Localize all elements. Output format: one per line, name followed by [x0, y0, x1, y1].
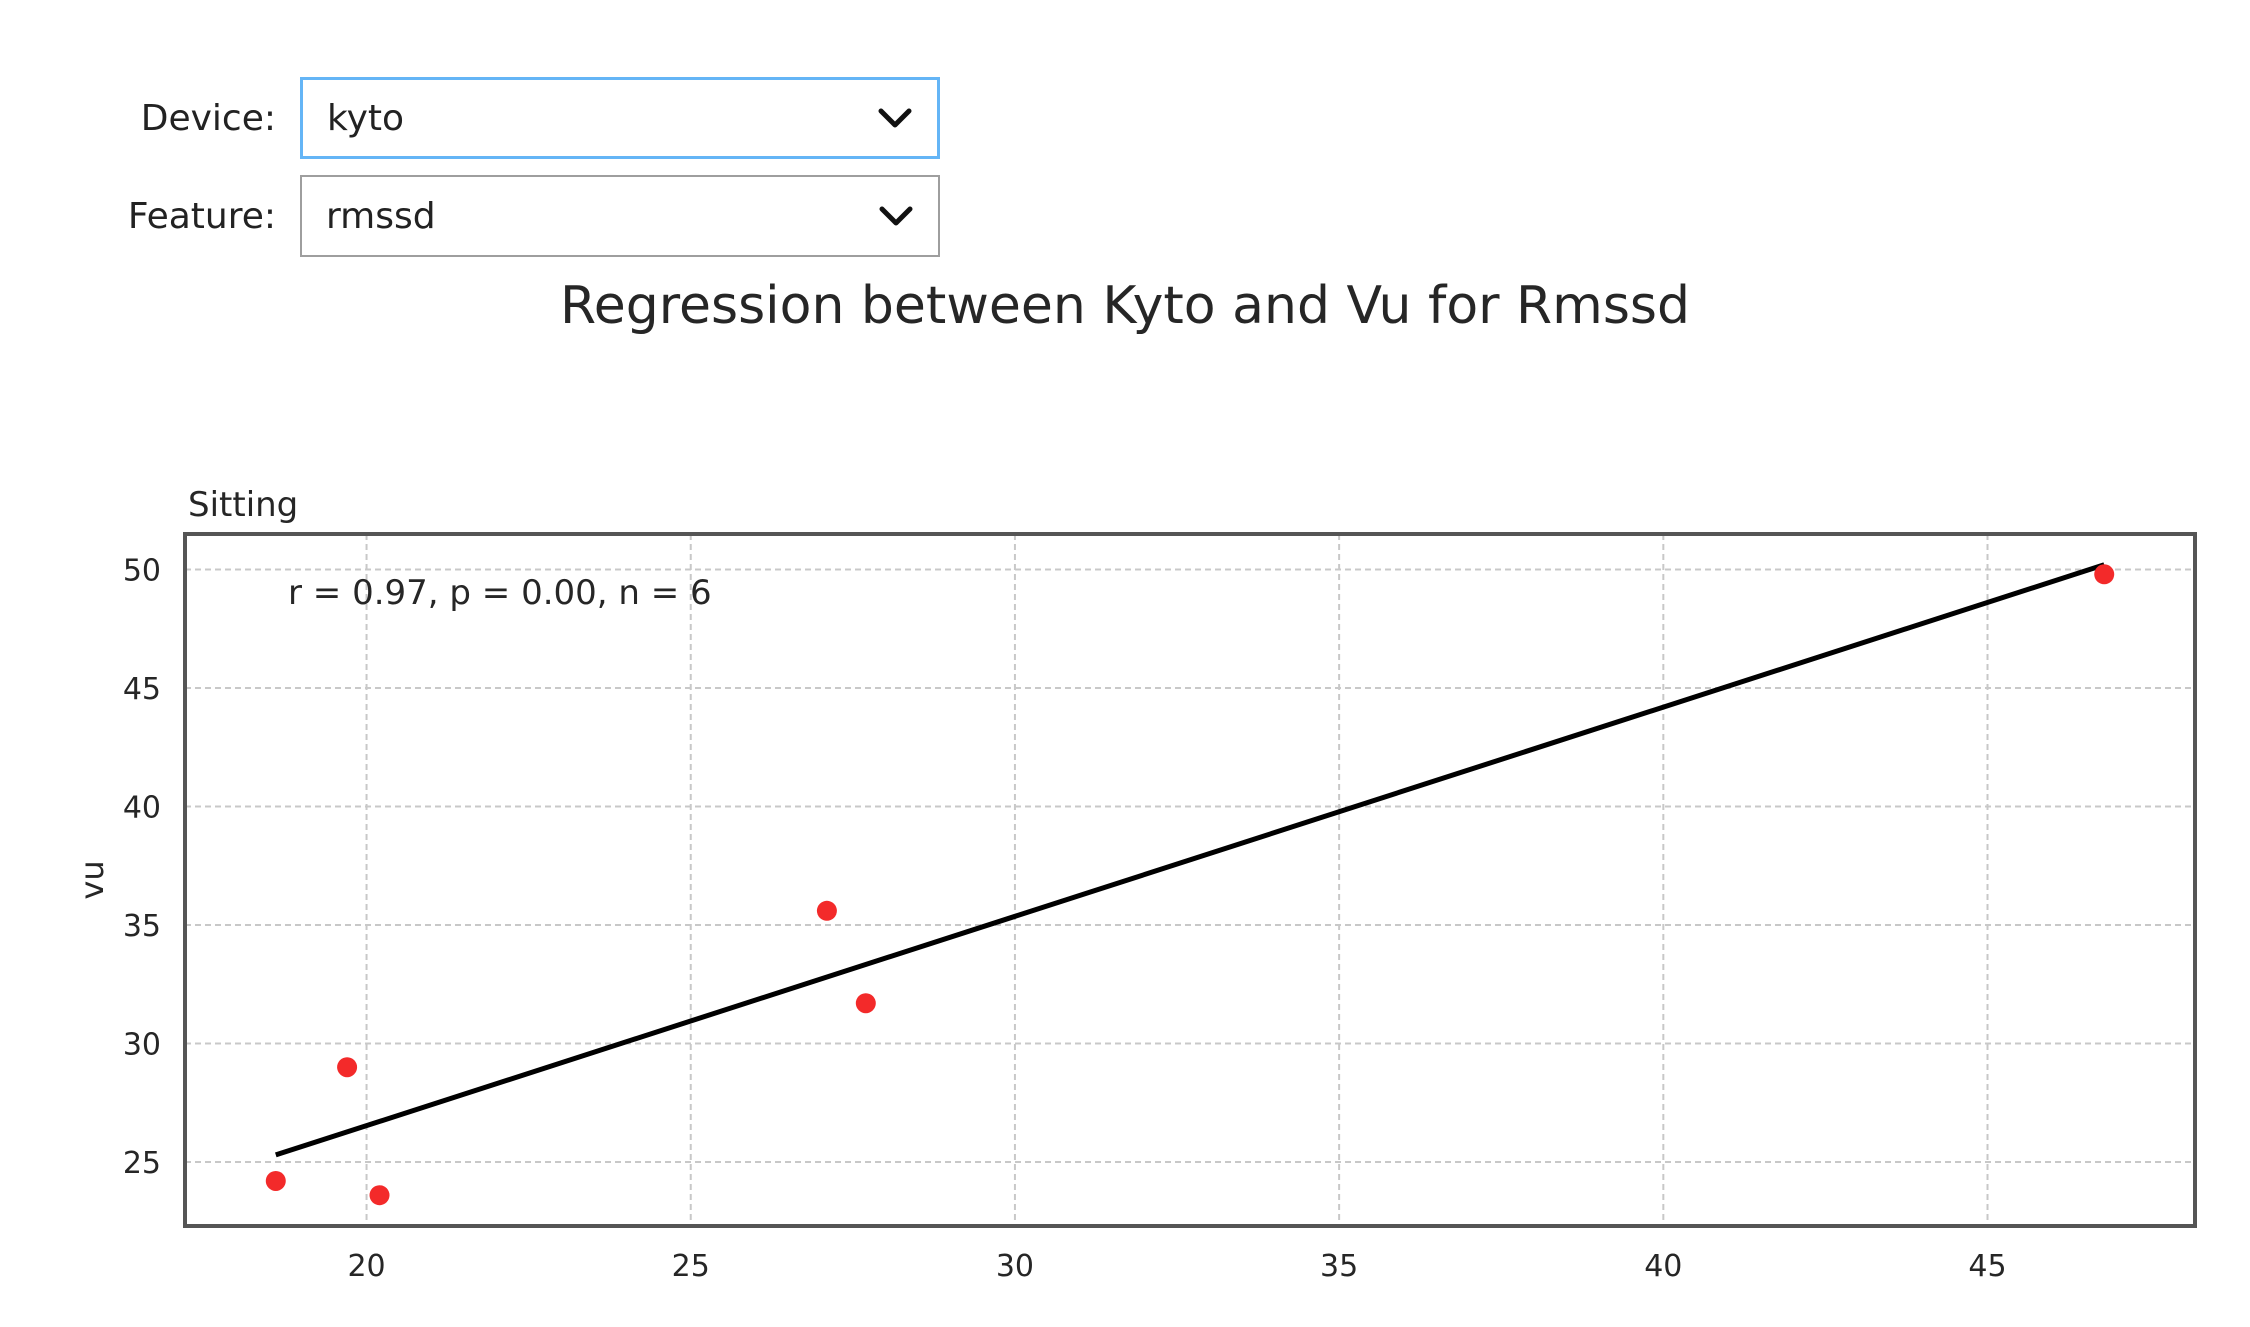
data-point [816, 900, 837, 921]
chart-title: Regression between Kyto and Vu for Rmssd [559, 276, 1691, 336]
ticks: 20 25 30 35 40 45 25 30 35 40 45 50 [123, 554, 2007, 1284]
y-axis-label: vu [73, 860, 111, 899]
grid [185, 534, 2195, 1226]
data-point [2094, 564, 2115, 585]
feature-control: Feature: rmssd [0, 175, 940, 257]
feature-label: Feature: [127, 195, 276, 237]
plot-frame [183, 532, 2197, 1228]
device-dropdown-value: kyto [327, 97, 405, 139]
feature-dropdown[interactable]: rmssd [300, 175, 940, 257]
x-tick-label: 35 [1320, 1249, 1358, 1284]
stats-annotation: r = 0.97, p = 0.00, n = 6 [288, 573, 712, 613]
device-dropdown[interactable]: kyto [300, 77, 940, 159]
regression-line [275, 562, 2105, 1158]
data-point [265, 1170, 286, 1191]
regression-line-layer [275, 562, 2105, 1158]
y-tick-label: 35 [123, 909, 161, 944]
y-tick-label: 40 [123, 791, 161, 826]
x-tick-label: 20 [347, 1249, 385, 1284]
y-tick-label: 30 [123, 1028, 161, 1063]
device-control: Device: kyto [0, 77, 940, 159]
data-point [369, 1185, 390, 1206]
device-label: Device: [140, 97, 276, 139]
data-point [855, 993, 876, 1014]
chevron-down-icon [875, 98, 915, 138]
x-tick-label: 40 [1644, 1249, 1682, 1284]
y-tick-label: 50 [123, 554, 161, 589]
data-point [337, 1057, 358, 1078]
chevron-down-icon [876, 196, 916, 236]
x-tick-label: 25 [672, 1249, 710, 1284]
y-tick-label: 45 [123, 672, 161, 707]
y-tick-label: 25 [123, 1146, 161, 1181]
x-tick-label: 30 [996, 1249, 1034, 1284]
subplot-title: Sitting [188, 485, 298, 525]
data-points [265, 564, 2115, 1206]
feature-dropdown-value: rmssd [326, 195, 436, 237]
x-tick-label: 45 [1968, 1249, 2006, 1284]
